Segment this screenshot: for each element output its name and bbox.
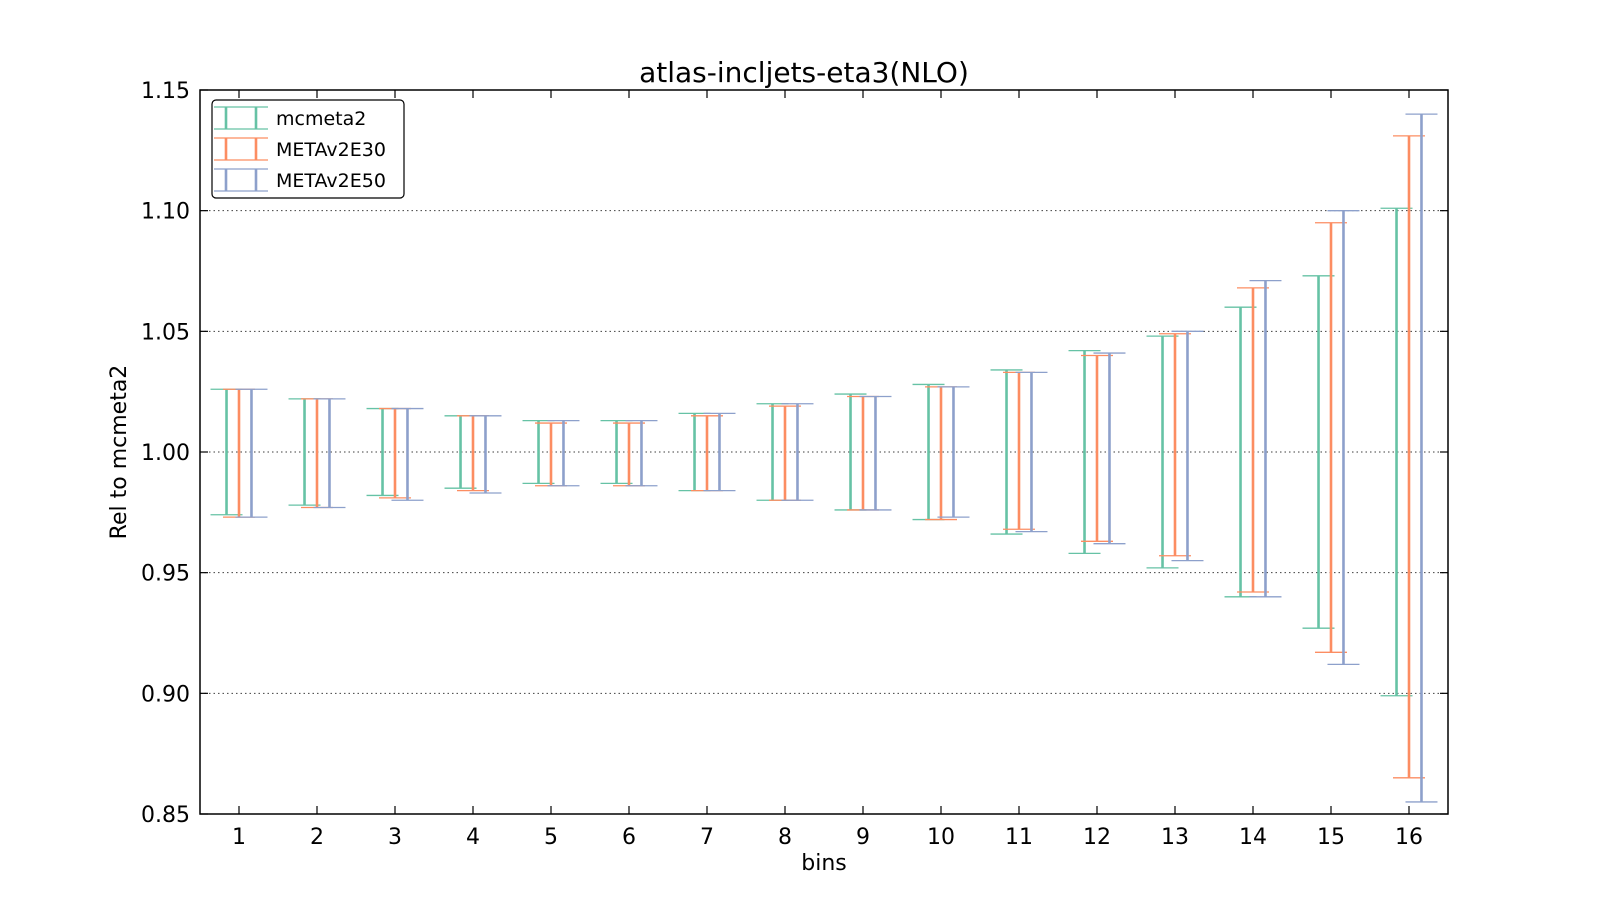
y-tick-label: 1.10	[141, 200, 190, 225]
x-tick-label: 13	[1161, 825, 1189, 850]
legend-label: METAv2E50	[276, 170, 386, 192]
legend-label: METAv2E30	[276, 139, 386, 161]
series-METAv2E30	[223, 135, 1425, 779]
x-tick-label: 9	[856, 825, 870, 850]
x-tick-label: 12	[1083, 825, 1111, 850]
y-axis-label: Rel to mcmeta2	[107, 365, 132, 540]
y-axis: 0.85 0.90 0.95 1.00 1.05 1.10 1.15	[141, 79, 1448, 828]
y-tick-label: 0.90	[141, 682, 190, 707]
x-axis: 1 2 3 4 5 6 7 8 9 10 11 12 13 14 15 16	[232, 90, 1423, 850]
x-tick-label: 6	[622, 825, 636, 850]
y-tick-label: 1.15	[141, 79, 190, 104]
x-tick-label: 3	[388, 825, 402, 850]
x-tick-label: 5	[544, 825, 558, 850]
x-tick-label: 10	[927, 825, 955, 850]
x-tick-label: 8	[778, 825, 792, 850]
x-tick-label: 1	[232, 825, 246, 850]
chart-title: atlas-incljets-eta3(NLO)	[639, 56, 969, 89]
x-tick-label: 4	[466, 825, 480, 850]
grid-lines	[200, 210, 1448, 694]
legend-label: mcmeta2	[276, 108, 366, 130]
x-tick-label: 7	[700, 825, 714, 850]
legend-box	[211, 99, 405, 199]
x-axis-label: bins	[801, 851, 846, 876]
series-mcmeta2	[210, 207, 1413, 697]
legend-item: METAv2E50	[214, 168, 386, 192]
x-tick-label: 15	[1317, 825, 1345, 850]
x-tick-label: 2	[310, 825, 324, 850]
series-METAv2E50	[235, 113, 1438, 803]
x-tick-label: 16	[1395, 825, 1423, 850]
y-tick-label: 1.05	[141, 320, 190, 345]
error-bars	[210, 113, 1438, 803]
y-tick-label: 0.95	[141, 562, 190, 587]
y-tick-label: 0.85	[141, 803, 190, 828]
y-tick-label: 1.00	[141, 441, 190, 466]
x-tick-label: 11	[1005, 825, 1033, 850]
legend-item: mcmeta2	[214, 106, 366, 130]
legend-item: METAv2E30	[214, 137, 386, 161]
x-tick-label: 14	[1239, 825, 1267, 850]
legend: mcmeta2 METAv2E30 METAv2E50	[211, 99, 405, 199]
